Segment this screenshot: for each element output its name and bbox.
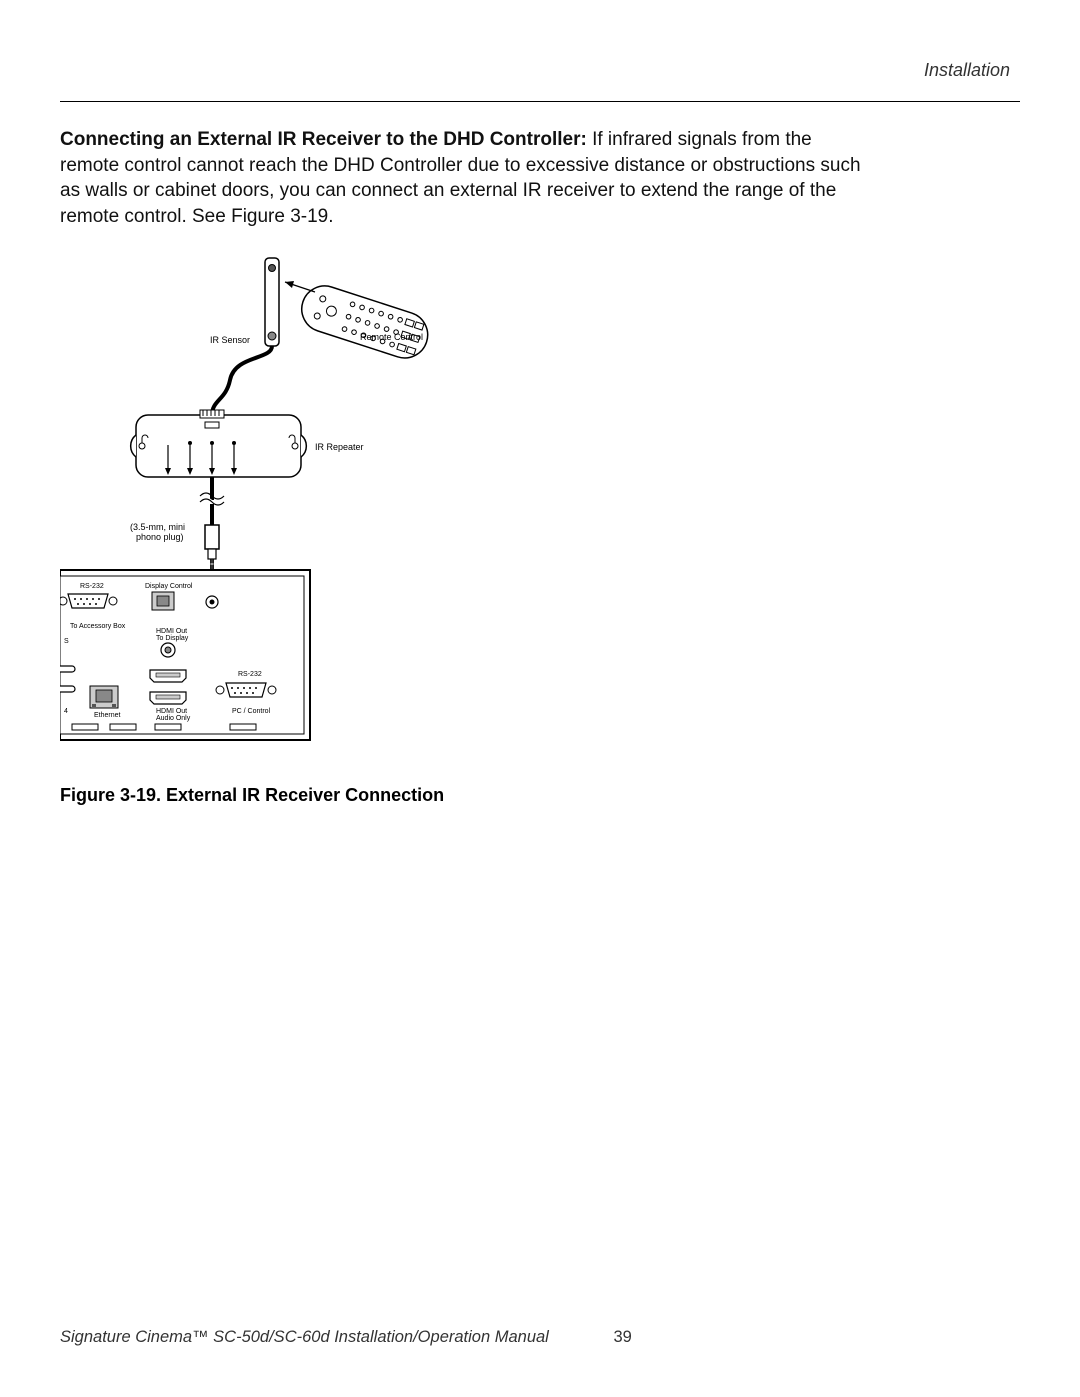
hdmi-out-audio-l1: HDMI Out — [156, 708, 187, 715]
ir-repeater-icon — [131, 410, 307, 477]
s-label: S — [64, 638, 69, 645]
rs232-top-label: RS-232 — [80, 583, 104, 590]
figure-caption: Figure 3-19. External IR Receiver Connec… — [60, 785, 1020, 806]
lead-text: Connecting an External IR Receiver to th… — [60, 129, 587, 150]
hdmi-out-display-l2: To Display — [156, 635, 189, 642]
document-page: Installation Connecting an External IR R… — [0, 0, 1080, 1397]
four-label: 4 — [64, 708, 68, 715]
controller-panel-icon: RS-232 Display Control To Accessory Box … — [60, 570, 310, 740]
phono-plug-label-l2: phono plug) — [136, 532, 184, 542]
hdmi-out-audio-l2: Audio Only — [156, 715, 191, 722]
ethernet-label: Ethernet — [94, 712, 121, 719]
remote-control-icon — [285, 280, 434, 364]
footer-manual-title: Signature Cinema™ SC-50d/SC-60d Installa… — [60, 1328, 549, 1346]
body-paragraph: Connecting an External IR Receiver to th… — [60, 127, 870, 230]
ir-sensor-label: IR Sensor — [210, 335, 250, 345]
hdmi-out-display-l1: HDMI Out — [156, 628, 187, 635]
remote-control-label: Remote Control — [360, 332, 423, 342]
footer-page-number: 39 — [613, 1328, 631, 1346]
display-control-label: Display Control — [145, 583, 193, 590]
pc-control-label: PC / Control — [232, 708, 271, 715]
to-accessory-label: To Accessory Box — [70, 623, 126, 630]
figure-diagram: Remote Control IR Sensor — [60, 250, 560, 770]
header-rule — [60, 101, 1020, 102]
rs232-bottom-label: RS-232 — [238, 671, 262, 678]
section-header: Installation — [60, 60, 1020, 81]
ir-repeater-label: IR Repeater — [315, 442, 364, 452]
page-footer: Signature Cinema™ SC-50d/SC-60d Installa… — [60, 1328, 632, 1347]
cable-icon — [200, 477, 224, 573]
phono-plug-label-l1: (3.5-mm, mini — [130, 522, 185, 532]
